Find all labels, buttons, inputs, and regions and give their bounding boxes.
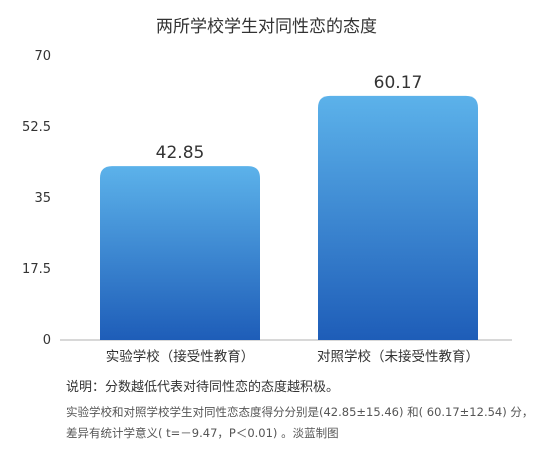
y-tick-label: 52.5 — [22, 120, 51, 135]
y-tick-label: 70 — [34, 49, 51, 64]
y-tick-label: 0 — [43, 333, 51, 348]
y-tick-label: 17.5 — [22, 262, 51, 277]
bar-value-label: 60.17 — [374, 73, 423, 93]
bar — [318, 95, 478, 340]
bar — [100, 166, 260, 340]
x-category-label: 对照学校（未接受性教育） — [317, 348, 479, 365]
chart-title: 两所学校学生对同性恋的态度 — [156, 17, 377, 37]
chart-footnote-line-2: 差异有统计学意义( t=－9.47，P＜0.01) 。淡蓝制图 — [66, 426, 339, 440]
y-tick-label: 35 — [34, 191, 51, 206]
chart-footnote-line-1: 实验学校和对照学校学生对同性恋态度得分分别是(42.85±15.46) 和( 6… — [66, 405, 533, 419]
bar-value-label: 42.85 — [156, 143, 205, 163]
chart-note: 说明：分数越低代表对待同性恋的态度越积极。 — [66, 380, 340, 395]
x-category-label: 实验学校（接受性教育） — [106, 348, 255, 365]
